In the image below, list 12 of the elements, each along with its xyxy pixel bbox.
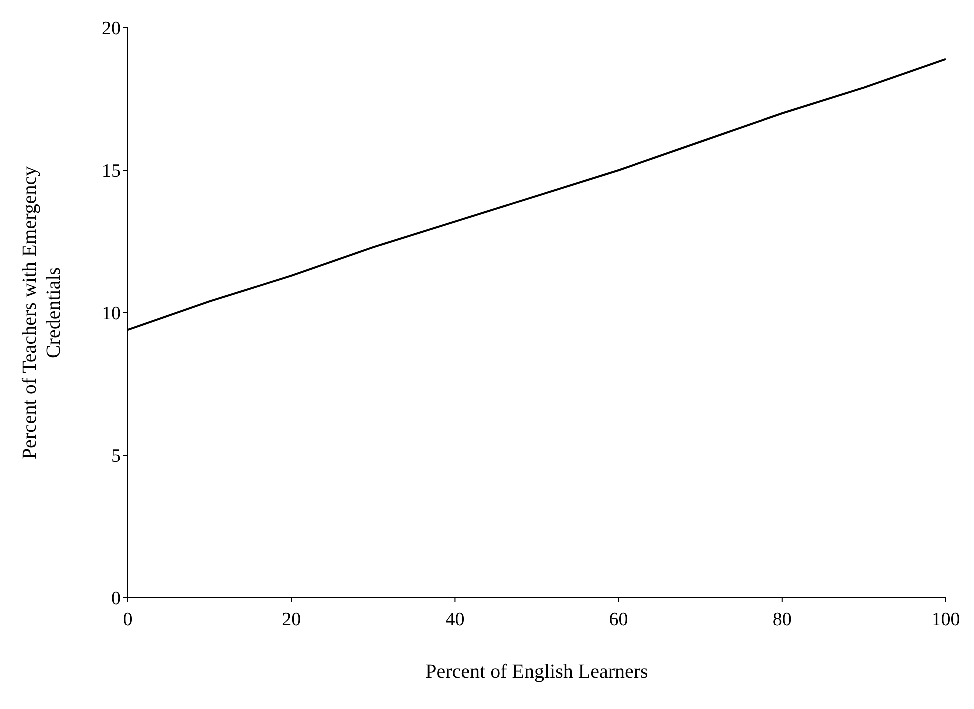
- x-tick-label: 60: [609, 609, 628, 630]
- y-tick-label: 5: [112, 446, 121, 468]
- x-tick-label: 40: [446, 609, 465, 630]
- x-tick-label: 20: [282, 609, 302, 630]
- x-axis-title: Percent of English Learners: [426, 661, 649, 683]
- y-tick-label: 20: [102, 18, 121, 40]
- y-tick-label: 15: [102, 161, 121, 182]
- x-tick-label: 80: [772, 609, 792, 630]
- y-tick-label: 0: [112, 588, 121, 610]
- x-tick-label: 100: [932, 609, 960, 630]
- y-axis-title: Percent of Teachers with Emergency Credentials: [19, 166, 65, 460]
- y-tick-label: 10: [102, 304, 121, 325]
